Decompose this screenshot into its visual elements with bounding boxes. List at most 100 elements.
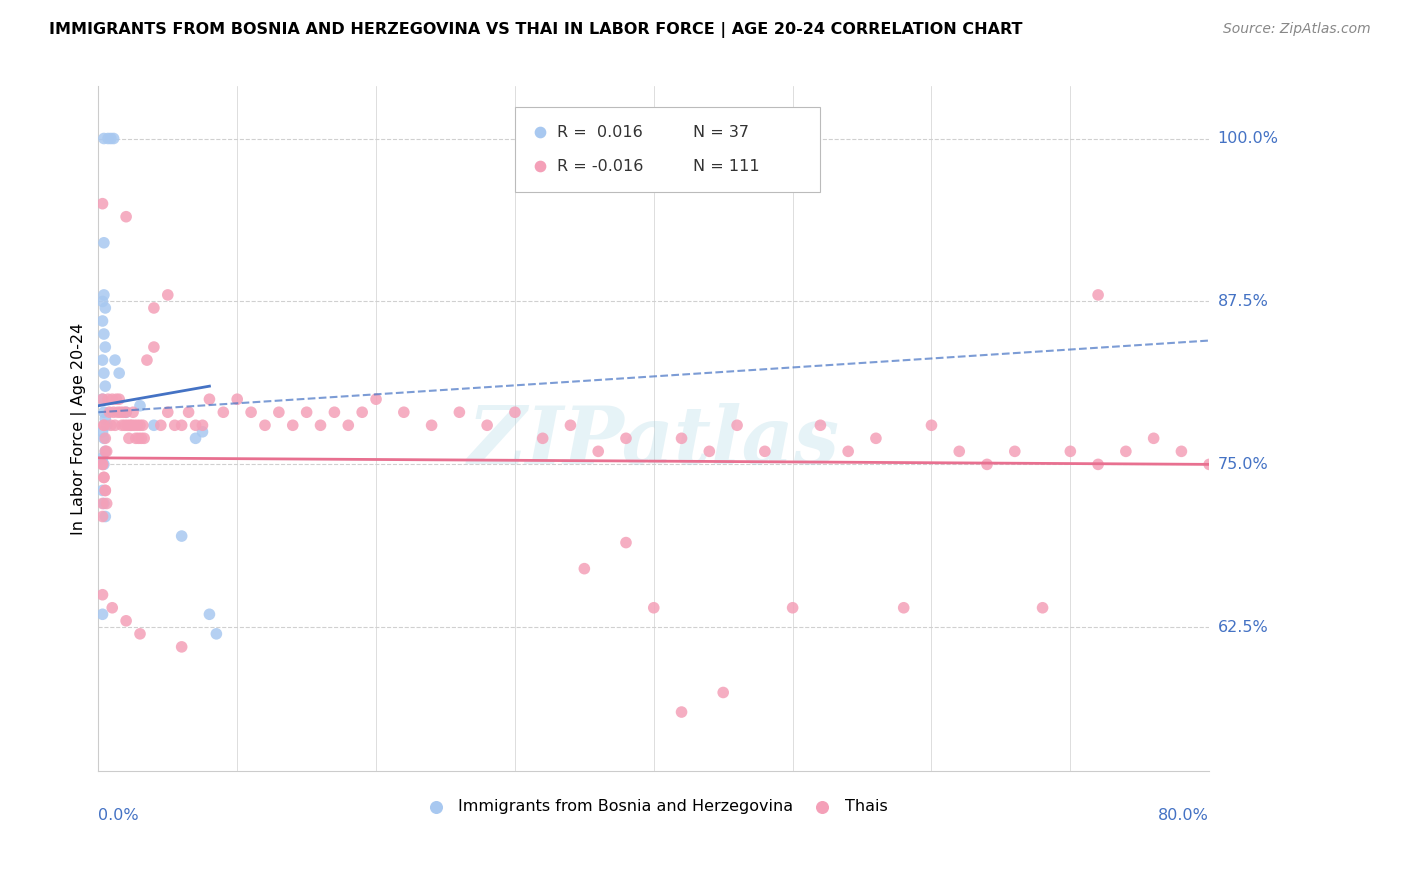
Point	[131, 431, 153, 445]
Point	[104, 353, 127, 368]
Point	[94, 411, 117, 425]
Point	[93, 131, 115, 145]
Point	[94, 340, 117, 354]
Point	[671, 431, 693, 445]
Point	[115, 405, 138, 419]
Point	[711, 685, 734, 699]
Point	[475, 418, 498, 433]
Point	[96, 418, 118, 433]
Point	[91, 450, 114, 465]
Point	[104, 418, 127, 433]
Point	[1087, 458, 1109, 472]
Point	[281, 418, 304, 433]
Point	[1004, 444, 1026, 458]
Point	[93, 431, 115, 445]
Point	[240, 405, 263, 419]
Text: IMMIGRANTS FROM BOSNIA AND HERZEGOVINA VS THAI IN LABOR FORCE | AGE 20-24 CORREL: IMMIGRANTS FROM BOSNIA AND HERZEGOVINA V…	[49, 22, 1022, 38]
Point	[108, 392, 131, 407]
Point	[614, 535, 637, 549]
Point	[93, 418, 115, 433]
Point	[93, 470, 115, 484]
Text: ZIPatlas: ZIPatlas	[468, 403, 839, 481]
Point	[643, 600, 665, 615]
Point	[893, 600, 915, 615]
Point	[132, 418, 155, 433]
Point	[1059, 444, 1081, 458]
Point	[128, 431, 150, 445]
Point	[1115, 444, 1137, 458]
Point	[205, 627, 228, 641]
Point	[111, 418, 134, 433]
Point	[93, 470, 115, 484]
Point	[640, 219, 662, 233]
Point	[120, 418, 142, 433]
Point	[91, 392, 114, 407]
Text: 100.0%: 100.0%	[1218, 131, 1278, 146]
Point	[574, 562, 596, 576]
Point	[671, 705, 693, 719]
Point	[94, 483, 117, 498]
Point	[142, 418, 165, 433]
Point	[115, 405, 138, 419]
Text: R =  0.016: R = 0.016	[557, 125, 643, 140]
Point	[1143, 431, 1166, 445]
Point	[136, 353, 159, 368]
Point	[91, 607, 114, 622]
Point	[267, 405, 290, 419]
Point	[91, 483, 114, 498]
Point	[754, 444, 776, 458]
Point	[100, 418, 122, 433]
Point	[253, 418, 276, 433]
Point	[91, 196, 114, 211]
Point	[103, 131, 125, 145]
Point	[586, 444, 609, 458]
Point	[125, 431, 148, 445]
FancyBboxPatch shape	[515, 107, 820, 193]
Point	[198, 607, 221, 622]
Point	[449, 405, 471, 419]
Point	[170, 529, 193, 543]
Point	[392, 405, 415, 419]
Point	[134, 431, 156, 445]
Point	[91, 294, 114, 309]
Point	[142, 340, 165, 354]
Point	[295, 405, 318, 419]
Point	[122, 405, 145, 419]
Point	[94, 483, 117, 498]
Point	[94, 301, 117, 315]
Point	[91, 353, 114, 368]
Point	[156, 288, 179, 302]
Point	[503, 405, 526, 419]
Point	[129, 399, 152, 413]
Point	[614, 431, 637, 445]
Point	[149, 418, 172, 433]
Point	[91, 314, 114, 328]
Point	[531, 431, 554, 445]
Point	[93, 418, 115, 433]
Point	[115, 614, 138, 628]
Point	[93, 458, 115, 472]
Point	[96, 444, 118, 458]
Point	[1087, 288, 1109, 302]
Point	[94, 509, 117, 524]
Point	[91, 496, 114, 510]
Point	[93, 405, 115, 419]
Point	[560, 418, 582, 433]
Point	[420, 418, 443, 433]
Text: N = 37: N = 37	[693, 125, 748, 140]
Point	[108, 366, 131, 380]
Point	[100, 131, 122, 145]
Point	[865, 431, 887, 445]
Point	[782, 600, 804, 615]
Point	[93, 496, 115, 510]
Point	[640, 284, 662, 298]
Text: N = 111: N = 111	[693, 159, 759, 174]
Point	[337, 418, 360, 433]
Point	[103, 405, 125, 419]
Point	[184, 418, 207, 433]
Point	[94, 431, 117, 445]
Point	[156, 405, 179, 419]
Point	[98, 405, 121, 419]
Point	[323, 405, 346, 419]
Point	[142, 301, 165, 315]
